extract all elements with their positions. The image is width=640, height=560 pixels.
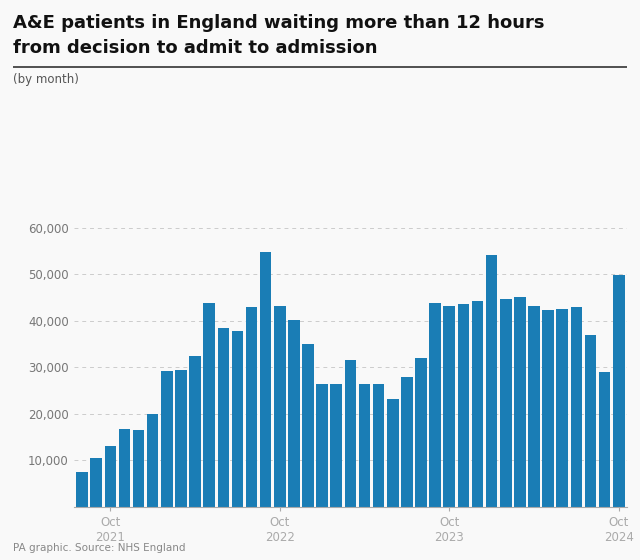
Bar <box>528 306 540 507</box>
Bar <box>232 331 243 507</box>
Bar <box>613 275 625 507</box>
Bar <box>472 301 483 507</box>
Bar <box>599 372 611 507</box>
Bar <box>189 356 201 507</box>
Bar <box>444 306 455 507</box>
Text: (by month): (by month) <box>13 73 79 86</box>
Bar <box>147 414 159 507</box>
Bar <box>330 384 342 507</box>
Bar <box>246 307 257 507</box>
Bar <box>514 297 525 507</box>
Bar <box>161 371 173 507</box>
Bar <box>76 472 88 507</box>
Bar <box>571 307 582 507</box>
Bar <box>288 320 300 507</box>
Bar <box>344 360 356 507</box>
Bar <box>175 371 187 507</box>
Bar <box>132 430 145 507</box>
Bar <box>218 328 229 507</box>
Bar <box>585 335 596 507</box>
Bar <box>359 384 371 507</box>
Bar <box>458 305 469 507</box>
Bar <box>316 384 328 507</box>
Text: PA graphic. Source: NHS England: PA graphic. Source: NHS England <box>13 543 186 553</box>
Bar <box>302 344 314 507</box>
Bar <box>204 304 215 507</box>
Bar <box>500 299 511 507</box>
Bar <box>90 458 102 507</box>
Bar <box>429 303 441 507</box>
Bar <box>542 310 554 507</box>
Bar <box>415 358 427 507</box>
Bar <box>260 253 271 507</box>
Text: A&E patients in England waiting more than 12 hours: A&E patients in England waiting more tha… <box>13 14 544 32</box>
Bar <box>118 429 130 507</box>
Bar <box>387 399 399 507</box>
Bar <box>274 306 285 507</box>
Bar <box>486 255 497 507</box>
Bar <box>401 376 413 507</box>
Bar <box>373 384 385 507</box>
Text: from decision to admit to admission: from decision to admit to admission <box>13 39 378 57</box>
Bar <box>104 446 116 507</box>
Bar <box>556 309 568 507</box>
